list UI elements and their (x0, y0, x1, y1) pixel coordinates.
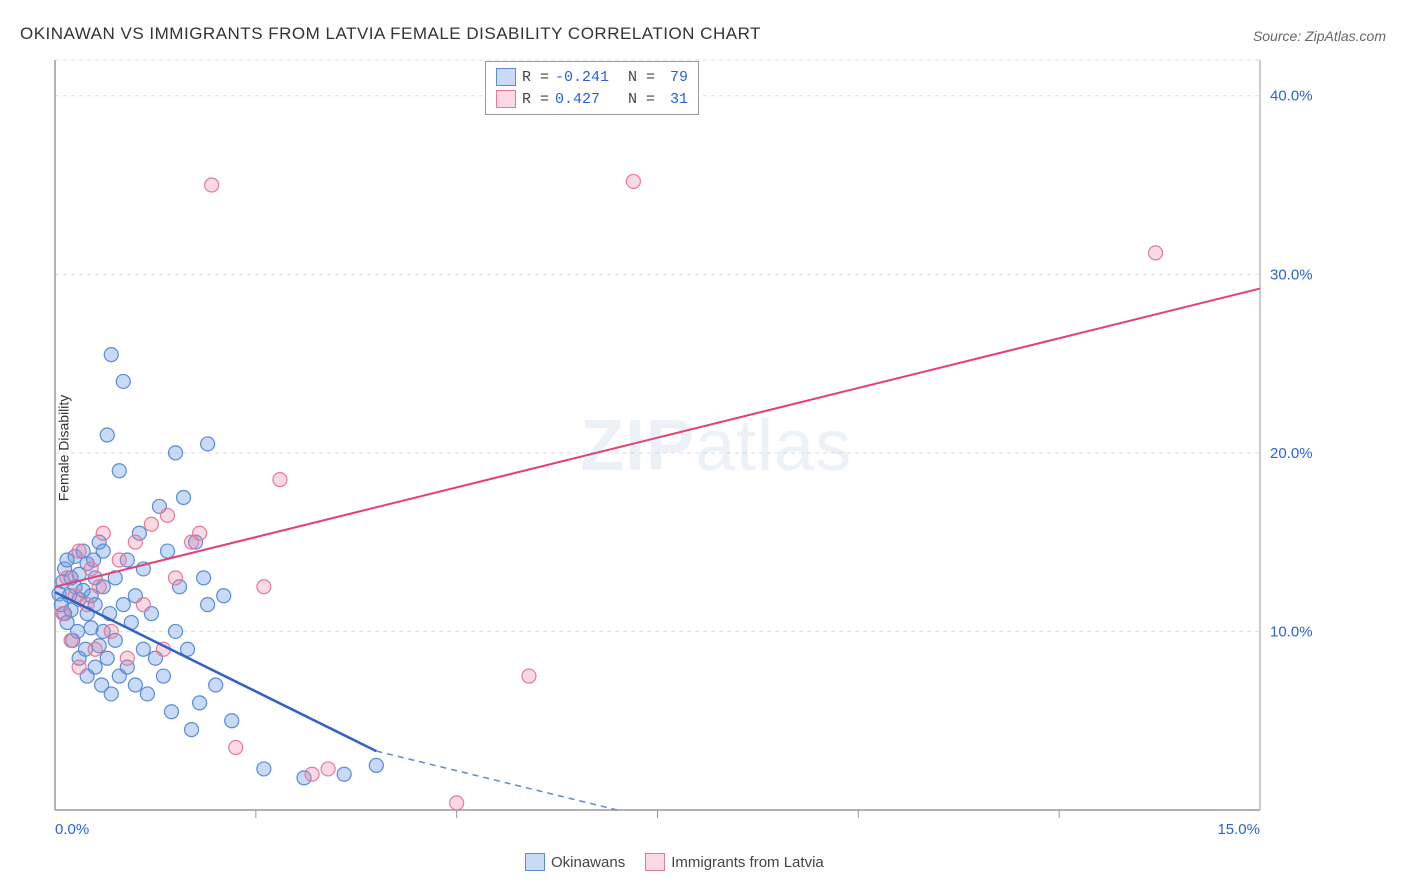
r-label: R = (522, 91, 549, 108)
legend-swatch (496, 68, 516, 86)
svg-text:30.0%: 30.0% (1270, 266, 1313, 283)
svg-text:20.0%: 20.0% (1270, 445, 1313, 462)
svg-text:0.0%: 0.0% (55, 821, 89, 838)
series-legend: Okinawans Immigrants from Latvia (525, 853, 824, 871)
chart-plot-area: 0.0%15.0%10.0%20.0%30.0%40.0% ZIPatlas R… (50, 55, 1330, 840)
legend-label: Immigrants from Latvia (671, 854, 824, 871)
r-value: -0.241 (555, 69, 613, 86)
legend-label: Okinawans (551, 854, 625, 871)
svg-text:10.0%: 10.0% (1270, 623, 1313, 640)
stats-legend-row: R = -0.241 N = 79 (496, 66, 688, 88)
n-label: N = (619, 69, 655, 86)
correlation-stats-legend: R = -0.241 N = 79 R = 0.427 N = 31 (485, 61, 699, 115)
n-value: 31 (661, 91, 688, 108)
legend-swatch (525, 853, 545, 871)
scatter-chart-svg: 0.0% 15.0% 10.0% 20.0% 30.0% 40.0% (50, 55, 1330, 840)
legend-item: Immigrants from Latvia (645, 853, 824, 871)
svg-text:15.0%: 15.0% (1217, 821, 1260, 838)
r-label: R = (522, 69, 549, 86)
legend-swatch (645, 853, 665, 871)
chart-title: OKINAWAN VS IMMIGRANTS FROM LATVIA FEMAL… (20, 24, 761, 44)
source-attribution: Source: ZipAtlas.com (1253, 28, 1386, 44)
stats-legend-row: R = 0.427 N = 31 (496, 88, 688, 110)
n-value: 79 (661, 69, 688, 86)
r-value: 0.427 (555, 91, 613, 108)
legend-item: Okinawans (525, 853, 625, 871)
n-label: N = (619, 91, 655, 108)
svg-text:40.0%: 40.0% (1270, 88, 1313, 105)
legend-swatch (496, 90, 516, 108)
